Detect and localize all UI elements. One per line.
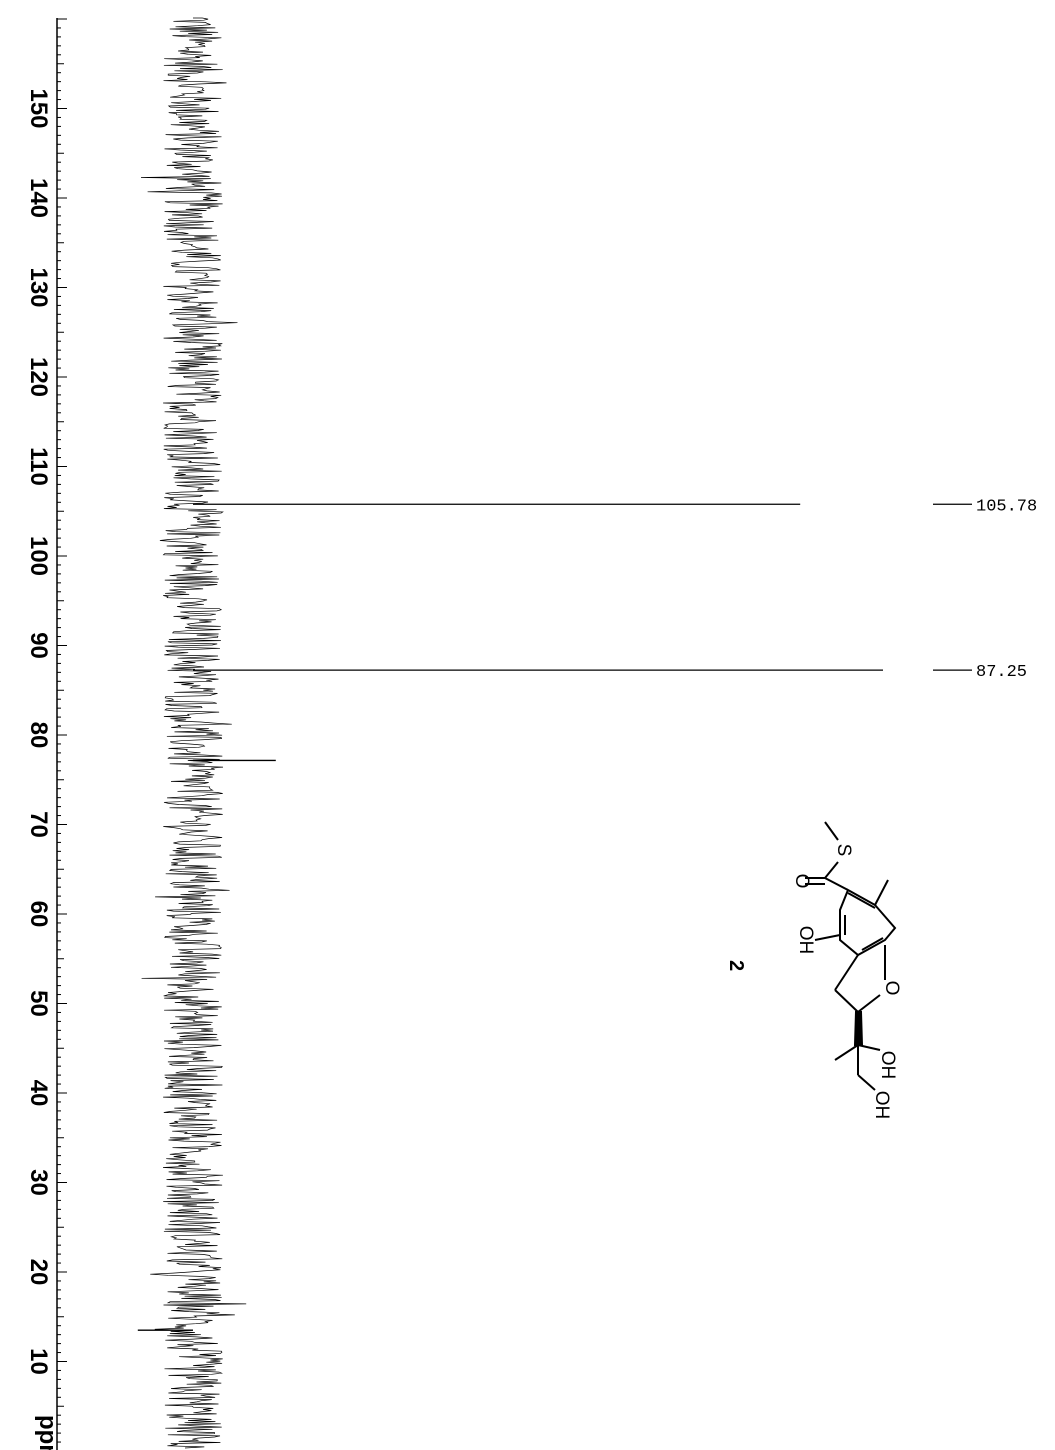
ppm-tick-labels: 150 140 130 120 110 100 90 80 70 60 50 40 30 20 10 [25,88,52,1374]
tick-label: 110 [25,447,52,486]
tick-label: 130 [25,267,52,307]
methyl-bond [834,1044,859,1061]
c-o-ring-bond [857,994,881,1013]
c-s-bond [824,861,839,879]
ring-double-bond [847,892,876,909]
tick-label: 50 [25,990,52,1017]
atom-label: O [881,981,902,996]
carbonyl-bond [824,877,849,891]
wedge-bond [853,1011,864,1046]
tick-label: 100 [25,536,52,576]
c-oh-bond [857,1044,881,1051]
tick-label: 30 [25,1169,52,1196]
baseline-noise [140,17,247,1449]
tick-label: 40 [25,1080,52,1107]
tick-label: 140 [25,178,52,218]
atom-label: S [833,844,854,857]
tick-label: 90 [25,632,52,659]
s-methyl-bond [824,821,839,841]
atom-label: OH [871,1091,892,1120]
structure-atom-labels: S O OH O OH OH [791,844,902,1120]
peak-label: 87.25 [976,663,1027,682]
ch2oh-bond [857,1074,876,1091]
atom-label: OH [795,926,816,955]
tick-label: 70 [25,811,52,838]
tick-label: 120 [25,357,52,397]
tick-label: 80 [25,722,52,749]
atom-label: O [791,874,812,889]
compound-number: 2 [725,960,747,971]
tick-label: 60 [25,901,52,928]
chemical-structure [805,821,897,1091]
phenol-bond [814,934,841,941]
spectrum-peaks [137,503,883,1331]
ch2-bond [834,954,859,991]
peak-labels: 105.78 87.25 [933,497,1037,682]
atom-label: OH [877,1051,898,1080]
ring-methyl-bond [874,879,889,906]
tick-label: 20 [25,1259,52,1286]
tick-label: 10 [25,1348,52,1375]
ch2-bond [834,989,859,1013]
tick-label: 150 [25,88,52,128]
axis-unit-label: ppm [34,1415,61,1450]
ppm-axis [56,18,67,1450]
benzene-ring [839,888,897,957]
ring-double-bond [861,937,884,951]
peak-label: 105.78 [976,497,1037,516]
